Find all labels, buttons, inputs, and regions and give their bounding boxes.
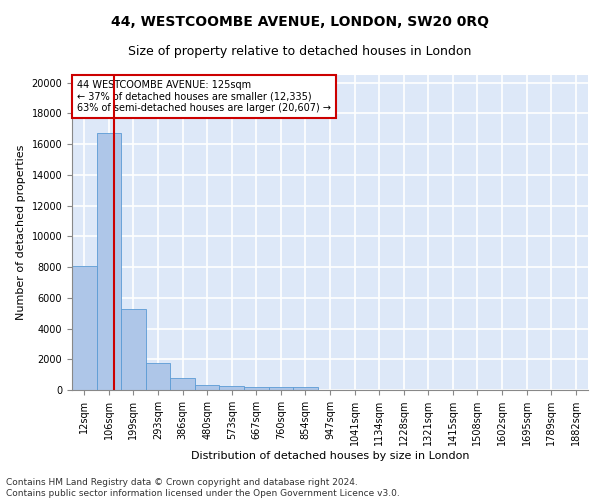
Bar	[244, 387, 269, 390]
X-axis label: Distribution of detached houses by size in London: Distribution of detached houses by size …	[191, 451, 469, 461]
Text: Size of property relative to detached houses in London: Size of property relative to detached ho…	[128, 45, 472, 58]
Bar	[293, 388, 318, 390]
Y-axis label: Number of detached properties: Number of detached properties	[16, 145, 26, 320]
Bar	[97, 134, 121, 390]
Bar	[220, 386, 244, 390]
Bar	[195, 386, 220, 390]
Text: 44 WESTCOOMBE AVENUE: 125sqm
← 37% of detached houses are smaller (12,335)
63% o: 44 WESTCOOMBE AVENUE: 125sqm ← 37% of de…	[77, 80, 331, 113]
Text: Contains HM Land Registry data © Crown copyright and database right 2024.
Contai: Contains HM Land Registry data © Crown c…	[6, 478, 400, 498]
Bar	[170, 378, 195, 390]
Bar	[146, 363, 170, 390]
Text: 44, WESTCOOMBE AVENUE, LONDON, SW20 0RQ: 44, WESTCOOMBE AVENUE, LONDON, SW20 0RQ	[111, 15, 489, 29]
Bar	[269, 388, 293, 390]
Bar	[121, 308, 146, 390]
Bar	[72, 266, 97, 390]
